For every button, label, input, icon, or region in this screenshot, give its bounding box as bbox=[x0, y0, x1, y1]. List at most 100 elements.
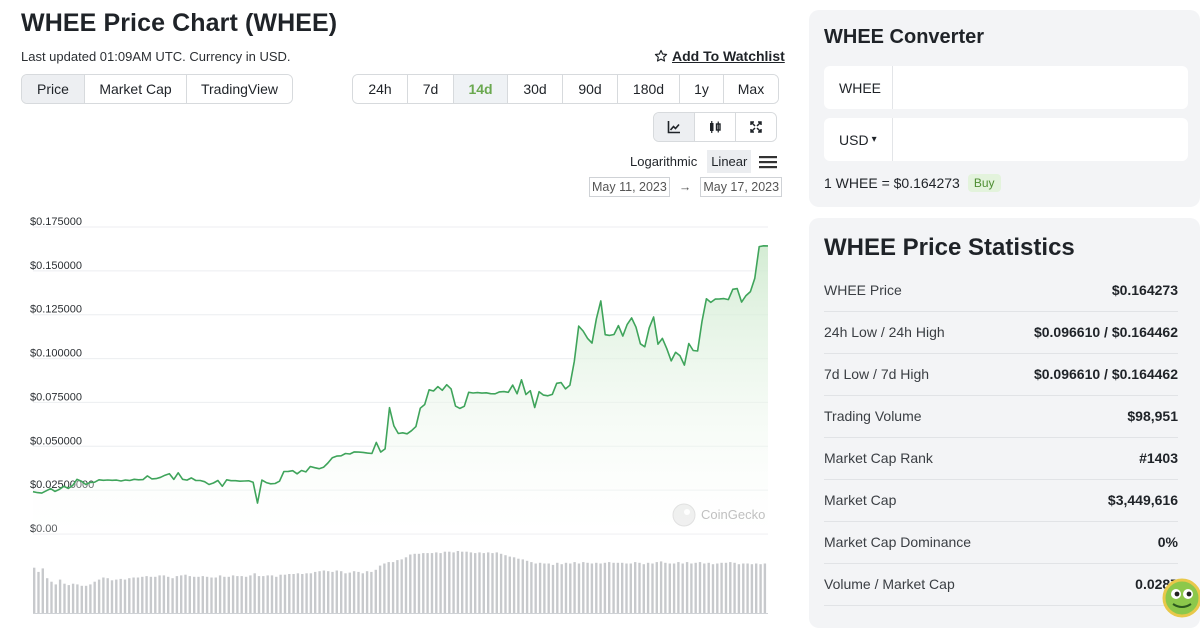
volume-bar bbox=[443, 551, 447, 613]
converter-to-row: USD ▾ bbox=[824, 118, 1188, 161]
volume-bar bbox=[409, 554, 412, 613]
volume-bar bbox=[651, 563, 654, 613]
volume-bar bbox=[335, 570, 338, 613]
scale-logarithmic[interactable]: Logarithmic bbox=[630, 154, 698, 169]
volume-bar bbox=[37, 571, 40, 613]
from-amount-input[interactable] bbox=[894, 66, 1188, 109]
y-tick-label: $0.075000 bbox=[30, 391, 82, 403]
price-area bbox=[33, 245, 768, 535]
tab-market-cap[interactable]: Market Cap bbox=[85, 75, 187, 103]
stats-card bbox=[809, 218, 1200, 628]
volume-bar bbox=[603, 562, 607, 613]
volume-bar bbox=[314, 571, 317, 613]
volume-bar bbox=[348, 572, 351, 613]
volume-bar bbox=[244, 576, 248, 613]
stat-label: 7d Low / 7d High bbox=[824, 366, 930, 382]
volume-bar bbox=[508, 556, 511, 613]
stat-label: WHEE Price bbox=[824, 282, 902, 298]
range-1y[interactable]: 1y bbox=[680, 75, 724, 103]
volume-bar bbox=[309, 573, 313, 613]
volume-bar bbox=[296, 573, 300, 613]
volume-bar bbox=[102, 577, 105, 613]
volume-bar bbox=[469, 552, 473, 613]
tab-tradingview[interactable]: TradingView bbox=[187, 75, 292, 103]
last-updated-text: Last updated 01:09AM UTC. Currency in US… bbox=[21, 49, 291, 64]
volume-bar bbox=[227, 576, 230, 613]
volume-bar bbox=[149, 576, 153, 613]
volume-bar bbox=[586, 562, 589, 613]
volume-bar bbox=[292, 574, 295, 613]
y-tick-label: $0.050000 bbox=[30, 435, 82, 447]
star-icon bbox=[654, 49, 668, 62]
volume-bar bbox=[46, 578, 49, 613]
volume-bar bbox=[707, 562, 710, 613]
stat-row: Trading Volume $98,951 bbox=[824, 395, 1178, 438]
volume-bar bbox=[80, 585, 83, 613]
volume-bar bbox=[573, 562, 576, 613]
range-24h[interactable]: 24h bbox=[353, 75, 408, 103]
stat-label: 24h Low / 24h High bbox=[824, 324, 945, 340]
range-30d[interactable]: 30d bbox=[508, 75, 563, 103]
to-currency-select[interactable]: USD ▾ bbox=[824, 118, 893, 161]
volume-bar bbox=[58, 579, 62, 613]
volume-bar bbox=[240, 576, 243, 613]
volume-bar bbox=[266, 575, 269, 613]
to-amount-input[interactable] bbox=[894, 118, 1188, 161]
volume-bar bbox=[54, 584, 57, 613]
volume-bar bbox=[547, 563, 550, 613]
tab-price[interactable]: Price bbox=[22, 75, 85, 103]
volume-bar bbox=[210, 577, 213, 613]
volume-bar bbox=[655, 562, 658, 613]
y-tick-label: $0.175000 bbox=[30, 216, 82, 228]
range-7d[interactable]: 7d bbox=[408, 75, 454, 103]
fullscreen-button[interactable] bbox=[736, 113, 776, 141]
stat-label: Volume / Market Cap bbox=[824, 576, 955, 592]
volume-bar bbox=[223, 576, 226, 613]
volume-bar bbox=[262, 576, 265, 613]
volume-bar bbox=[374, 569, 377, 613]
menu-icon[interactable] bbox=[759, 155, 778, 169]
date-from-input[interactable]: May 11, 2023 bbox=[589, 177, 670, 197]
buy-button[interactable]: Buy bbox=[967, 174, 1001, 192]
chart-type-toggles bbox=[653, 112, 777, 142]
volume-bar bbox=[387, 562, 390, 613]
volume-bar bbox=[556, 562, 559, 613]
converter-from-row: WHEE bbox=[824, 66, 1188, 109]
volume-bar bbox=[115, 579, 118, 613]
range-14d[interactable]: 14d bbox=[454, 75, 508, 103]
date-to-input[interactable]: May 17, 2023 bbox=[700, 177, 783, 197]
volume-bar bbox=[716, 563, 719, 613]
stat-value: $0.096610 / $0.164462 bbox=[1033, 366, 1178, 382]
volume-bar bbox=[417, 553, 421, 613]
date-range: May 11, 2023 → May 17, 2023 bbox=[589, 177, 783, 197]
volume-bar bbox=[512, 557, 516, 613]
volume-bar bbox=[413, 553, 416, 613]
volume-bar bbox=[184, 574, 187, 613]
volume-bar bbox=[461, 551, 464, 613]
watermark-text: CoinGecko bbox=[701, 507, 765, 522]
volume-bar bbox=[759, 564, 762, 613]
volume-bar bbox=[97, 579, 101, 613]
add-to-watchlist-link[interactable]: Add To Watchlist bbox=[654, 48, 785, 64]
range-max[interactable]: Max bbox=[724, 75, 778, 103]
volume-bar bbox=[538, 562, 542, 613]
volume-bar bbox=[720, 562, 723, 613]
volume-bar bbox=[465, 551, 468, 613]
volume-bar bbox=[110, 580, 114, 613]
volume-bar bbox=[89, 584, 92, 613]
volume-bar bbox=[435, 552, 438, 613]
volume-bar bbox=[154, 576, 157, 613]
range-90d[interactable]: 90d bbox=[563, 75, 618, 103]
scale-linear[interactable]: Linear bbox=[707, 150, 752, 173]
range-180d[interactable]: 180d bbox=[618, 75, 680, 103]
line-chart-button[interactable] bbox=[654, 113, 695, 141]
volume-bar bbox=[711, 564, 715, 613]
volume-bar bbox=[616, 562, 620, 613]
volume-bar bbox=[175, 576, 179, 613]
volume-bar bbox=[158, 575, 161, 613]
volume-bar bbox=[123, 579, 127, 613]
volume-bar bbox=[93, 581, 96, 613]
candlestick-button[interactable] bbox=[695, 113, 736, 141]
stat-row: Market Cap Rank #1403 bbox=[824, 437, 1178, 480]
coingecko-logo-icon[interactable] bbox=[1162, 576, 1200, 618]
